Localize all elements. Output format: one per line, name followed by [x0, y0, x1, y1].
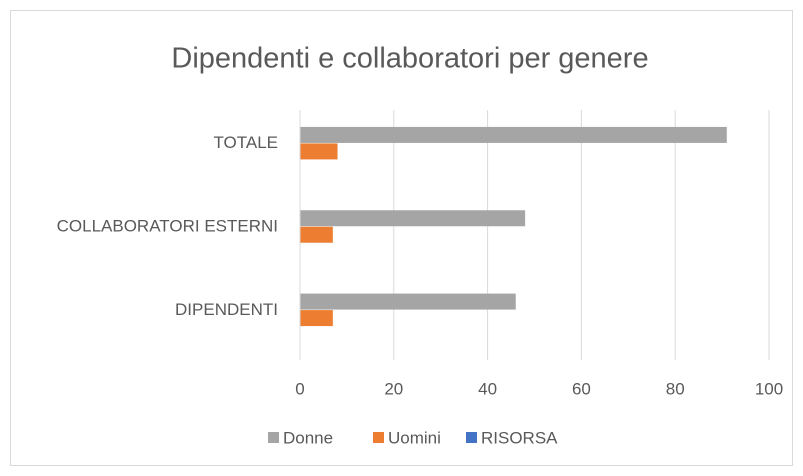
bar [300, 126, 727, 143]
x-tick-label: 100 [755, 379, 783, 398]
bar [300, 310, 333, 327]
legend-label: Uomini [388, 428, 441, 447]
chart-title: Dipendenti e collaboratori per genere [171, 43, 648, 75]
x-tick-label: 60 [572, 379, 591, 398]
y-tick-label: COLLABORATORI ESTERNI [57, 216, 278, 235]
x-tick-label: 20 [384, 379, 403, 398]
legend-swatch [268, 432, 279, 443]
bar [300, 293, 516, 310]
legend-label: RISORSA [481, 428, 558, 447]
x-tick-label: 0 [295, 379, 304, 398]
y-tick-label: TOTALE [213, 133, 278, 152]
chart-border [10, 10, 793, 466]
bar [300, 210, 526, 227]
bar [300, 143, 338, 160]
legend-swatch [466, 432, 477, 443]
legend-swatch [373, 432, 384, 443]
x-tick-label: 80 [666, 379, 685, 398]
x-tick-label: 40 [478, 379, 497, 398]
y-tick-label: DIPENDENTI [175, 300, 278, 319]
legend-label: Donne [283, 428, 333, 447]
bar [300, 226, 333, 243]
